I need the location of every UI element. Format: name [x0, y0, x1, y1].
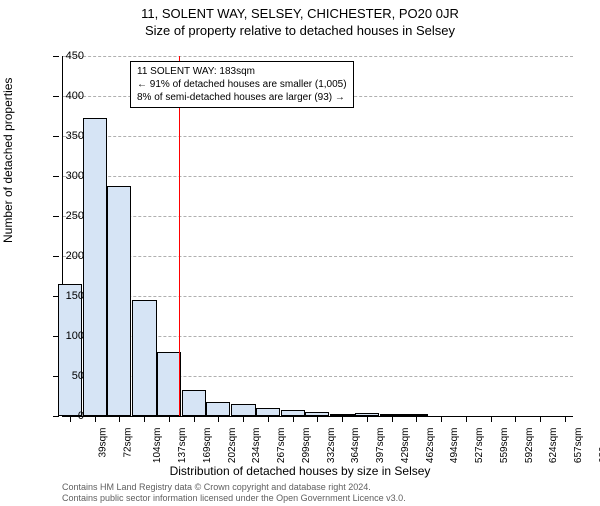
x-tick: [119, 416, 120, 422]
histogram-bar: [206, 402, 230, 416]
footer-line2: Contains public sector information licen…: [62, 493, 406, 504]
x-tick: [466, 416, 467, 422]
y-tick-label: 50: [44, 370, 84, 382]
annotation-box: 11 SOLENT WAY: 183sqm ← 91% of detached …: [130, 61, 354, 108]
x-tick: [416, 416, 417, 422]
x-tick: [169, 416, 170, 422]
x-tick-label: 39sqm: [97, 428, 108, 458]
x-tick: [144, 416, 145, 422]
x-tick: [342, 416, 343, 422]
x-tick: [268, 416, 269, 422]
footer-line1: Contains HM Land Registry data © Crown c…: [62, 482, 406, 493]
x-tick-label: 657sqm: [573, 428, 584, 464]
y-tick-label: 350: [44, 130, 84, 142]
histogram-bar: [182, 390, 206, 416]
x-tick-label: 332sqm: [326, 428, 337, 464]
y-axis-title: Number of detached properties: [1, 78, 15, 243]
x-tick-label: 494sqm: [449, 428, 460, 464]
x-tick-label: 462sqm: [425, 428, 436, 464]
grid-line: [63, 296, 573, 297]
x-tick-label: 429sqm: [400, 428, 411, 464]
y-tick-label: 100: [44, 330, 84, 342]
y-tick-label: 250: [44, 210, 84, 222]
x-tick-label: 137sqm: [178, 428, 189, 464]
annotation-line2: ← 91% of detached houses are smaller (1,…: [137, 78, 347, 91]
x-tick-label: 299sqm: [301, 428, 312, 464]
grid-line: [63, 256, 573, 257]
x-tick-label: 592sqm: [524, 428, 535, 464]
x-tick-label: 624sqm: [548, 428, 559, 464]
x-tick-label: 267sqm: [276, 428, 287, 464]
x-tick-label: 559sqm: [499, 428, 510, 464]
x-tick-label: 104sqm: [152, 428, 163, 464]
annotation-line1: 11 SOLENT WAY: 183sqm: [137, 65, 347, 78]
y-tick-label: 300: [44, 170, 84, 182]
main-title: 11, SOLENT WAY, SELSEY, CHICHESTER, PO20…: [0, 6, 600, 21]
x-tick-label: 234sqm: [251, 428, 262, 464]
x-tick: [367, 416, 368, 422]
sub-title: Size of property relative to detached ho…: [0, 23, 600, 38]
plot-area: [62, 56, 573, 417]
annotation-line3: 8% of semi-detached houses are larger (9…: [137, 91, 347, 104]
histogram-bar: [231, 404, 255, 416]
x-tick: [540, 416, 541, 422]
x-tick: [441, 416, 442, 422]
histogram-bar: [58, 284, 82, 416]
x-tick: [293, 416, 294, 422]
grid-line: [63, 56, 573, 57]
histogram-bar: [157, 352, 181, 416]
reference-line: [179, 56, 180, 416]
histogram-bar: [132, 300, 156, 416]
x-tick-label: 72sqm: [122, 428, 133, 458]
x-tick-label: 202sqm: [227, 428, 238, 464]
x-tick-label: 527sqm: [474, 428, 485, 464]
x-tick: [392, 416, 393, 422]
x-tick: [95, 416, 96, 422]
histogram-bar: [256, 408, 280, 416]
histogram-bar: [107, 186, 131, 416]
x-axis-title: Distribution of detached houses by size …: [0, 464, 600, 478]
x-tick: [515, 416, 516, 422]
histogram-bar: [83, 118, 107, 416]
grid-line: [63, 216, 573, 217]
x-tick: [218, 416, 219, 422]
grid-line: [63, 136, 573, 137]
grid-line: [63, 176, 573, 177]
x-tick-label: 169sqm: [202, 428, 213, 464]
y-tick-label: 150: [44, 290, 84, 302]
x-tick: [243, 416, 244, 422]
footer-text: Contains HM Land Registry data © Crown c…: [62, 482, 406, 504]
y-tick-label: 200: [44, 250, 84, 262]
x-tick: [317, 416, 318, 422]
x-tick: [565, 416, 566, 422]
x-tick: [491, 416, 492, 422]
y-tick-label: 450: [44, 50, 84, 62]
x-tick-label: 364sqm: [350, 428, 361, 464]
y-tick-label: 400: [44, 90, 84, 102]
chart-container: 11, SOLENT WAY, SELSEY, CHICHESTER, PO20…: [0, 6, 600, 506]
x-tick: [194, 416, 195, 422]
y-tick-label: 0: [44, 410, 84, 422]
x-tick-label: 397sqm: [375, 428, 386, 464]
